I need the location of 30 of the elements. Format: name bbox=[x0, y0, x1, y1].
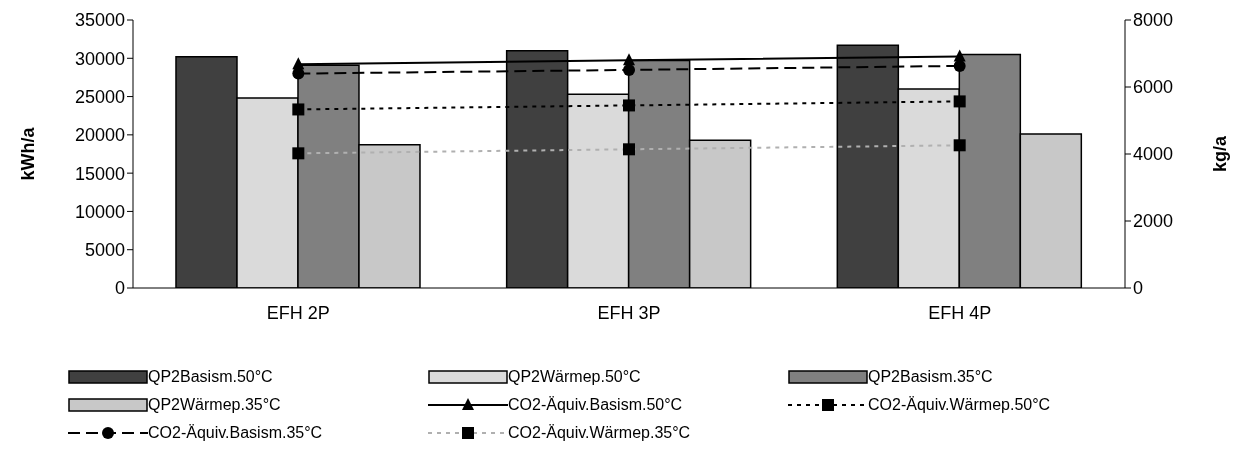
legend-label: CO2-Äquiv.Wärmep.50°C bbox=[868, 396, 1051, 414]
y2-tick-label: 2000 bbox=[1133, 211, 1174, 232]
y-tick-label: 10000 bbox=[74, 201, 125, 222]
x-tick-label: EFH 4P bbox=[928, 302, 992, 323]
y2-tick-label: 8000 bbox=[1133, 10, 1174, 31]
point bbox=[623, 53, 635, 66]
y2-tick-label: 4000 bbox=[1133, 144, 1174, 165]
point bbox=[953, 95, 966, 108]
legend-label: QP2Basism.35°C bbox=[868, 368, 993, 386]
legend-label: CO2-Äquiv.Basism.50°C bbox=[508, 396, 683, 414]
x-tick-label: EFH 3P bbox=[597, 302, 661, 323]
legend-label: CO2-Äquiv.Basism.35°C bbox=[148, 424, 323, 442]
y-tick-label: 0 bbox=[114, 278, 125, 299]
legend-label: QP2Wärmep.50°C bbox=[508, 368, 641, 386]
y-tick-label: 20000 bbox=[74, 125, 125, 146]
y2-tick-label: 0 bbox=[1133, 278, 1144, 299]
y-tick-label: 25000 bbox=[74, 86, 125, 107]
legend-label: CO2-Äquiv.Wärmep.35°C bbox=[508, 424, 691, 442]
y2-tick-label: 6000 bbox=[1133, 77, 1174, 98]
y-tick-label: 5000 bbox=[84, 240, 125, 261]
y-axis-title: kWh/a bbox=[18, 126, 39, 181]
y-tick-label: 15000 bbox=[74, 163, 125, 184]
legend-label: QP2Wärmep.35°C bbox=[148, 396, 281, 414]
point bbox=[292, 103, 305, 116]
legend-label: QP2Basism.50°C bbox=[148, 368, 273, 386]
y2-axis-title: kg/a bbox=[1210, 135, 1231, 173]
y-tick-label: 35000 bbox=[74, 10, 125, 31]
point bbox=[623, 99, 635, 112]
y-tick-label: 30000 bbox=[74, 48, 125, 69]
x-tick-label: EFH 2P bbox=[266, 302, 330, 323]
